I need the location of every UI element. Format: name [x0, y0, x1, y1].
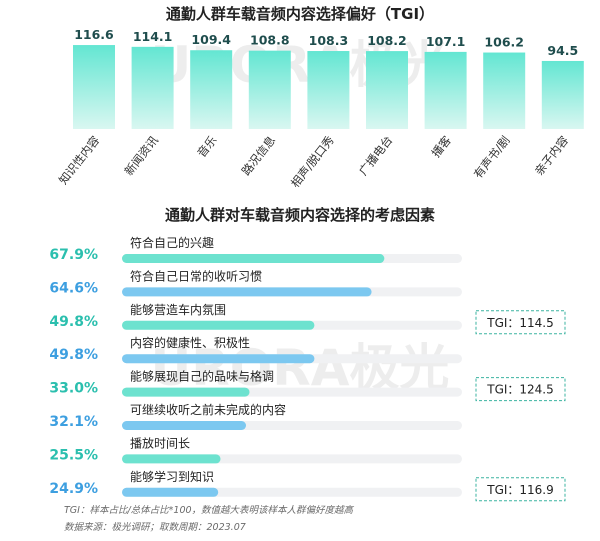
hbar-category-label: 符合自己的兴趣: [130, 235, 214, 250]
vbar-4: [248, 50, 291, 129]
vertical-bar-group: 116.6 知识性内容 114.1 新闻资讯 109.4 音乐 108.8 路况信息 108.3…: [56, 27, 584, 190]
hbar-8: [122, 487, 219, 497]
hbar-percent-label: 49.8%: [49, 314, 98, 330]
vbar-3: [190, 50, 233, 130]
note-source: 数据来源：极光调研；取数周期：2023.07: [64, 522, 246, 533]
hbar-category-label: 内容的健康性、积极性: [130, 335, 250, 350]
vbar-category-label: 知识性内容: [56, 133, 103, 187]
vbar-7: [424, 51, 467, 129]
vbar-value-label: 94.5: [547, 43, 578, 58]
hbar-category-label: 可继续收听之前未完成的内容: [130, 402, 286, 417]
tgi-box-3: [475, 477, 566, 502]
note-tgi: TGI：样本占比/总体占比*100，数值越大表明该样本人群偏好度越高: [64, 504, 355, 516]
hbar-percent-label: 25.5%: [49, 447, 98, 463]
vbar-category-label: 亲子内容: [532, 133, 572, 178]
vbar-category-label: 音乐: [194, 133, 220, 160]
hbar-category-label: 播放时间长: [130, 435, 190, 450]
hbar-percent-label: 24.9%: [49, 481, 98, 497]
tgi-label: TGI：116.9: [486, 483, 554, 497]
vbar-2: [131, 46, 174, 129]
tgi-label: TGI：114.5: [486, 316, 554, 330]
hbar-percent-label: 64.6%: [49, 280, 98, 296]
vbar-value-label: 114.1: [133, 29, 173, 44]
vbar-category-label: 路况信息: [239, 133, 278, 178]
vbar-category-label: 播客: [429, 133, 455, 160]
hbar-category-label: 能够展现自己的品味与格调: [130, 369, 274, 384]
hbar-3: [122, 320, 315, 330]
hbar-1: [122, 254, 385, 263]
hbar-category-label: 能够学习到知识: [130, 469, 214, 484]
vbar-category-label: 新闻资讯: [122, 133, 162, 178]
chart-2-title: 通勤人群对车载音频内容选择的考虑因素: [165, 206, 435, 224]
vbar-6: [366, 51, 408, 129]
chart-1-title: 通勤人群车载音频内容选择偏好（TGI）: [166, 5, 434, 23]
vbar-value-label: 108.8: [250, 33, 290, 48]
vbar-9: [541, 60, 584, 129]
vbar-value-label: 108.2: [367, 33, 407, 48]
hbar-2: [122, 287, 372, 297]
vbar-5: [307, 51, 350, 129]
hbar-4: [122, 354, 315, 364]
hbar-percent-label: 33.0%: [49, 381, 98, 397]
vbar-value-label: 107.1: [426, 34, 466, 49]
hbar-percent-label: 67.9%: [49, 247, 98, 263]
hbar-category-label: 符合自己日常的收听习惯: [130, 268, 262, 283]
tgi-box-2: [475, 377, 566, 402]
hbar-5: [122, 387, 250, 397]
watermark-bottom: URORA极光: [151, 339, 450, 397]
hbar-percent-label: 49.8%: [49, 347, 98, 363]
vbar-1: [73, 45, 115, 129]
hbar-6: [122, 421, 247, 430]
horizontal-bar-group: 67.9% 符合自己的兴趣 64.6% 符合自己日常的收听习惯 49.8% 能够营造车内氛…: [49, 235, 566, 502]
vbar-category-label: 相声/脱口秀: [288, 133, 337, 190]
vbar-8: [483, 52, 526, 130]
vbar-category-label: 有声书/剧: [471, 133, 513, 181]
vbar-value-label: 116.6: [74, 27, 114, 42]
vbar-value-label: 108.3: [309, 33, 349, 48]
vbar-value-label: 106.2: [484, 35, 524, 50]
vbar-value-label: 109.4: [191, 32, 231, 47]
hbar-7: [122, 454, 221, 464]
tgi-box-1: [475, 310, 566, 335]
hbar-percent-label: 32.1%: [49, 414, 98, 430]
hbar-category-label: 能够营造车内氛围: [130, 302, 226, 317]
vbar-category-label: 广播电台: [356, 133, 395, 178]
tgi-label: TGI：124.5: [486, 383, 554, 397]
